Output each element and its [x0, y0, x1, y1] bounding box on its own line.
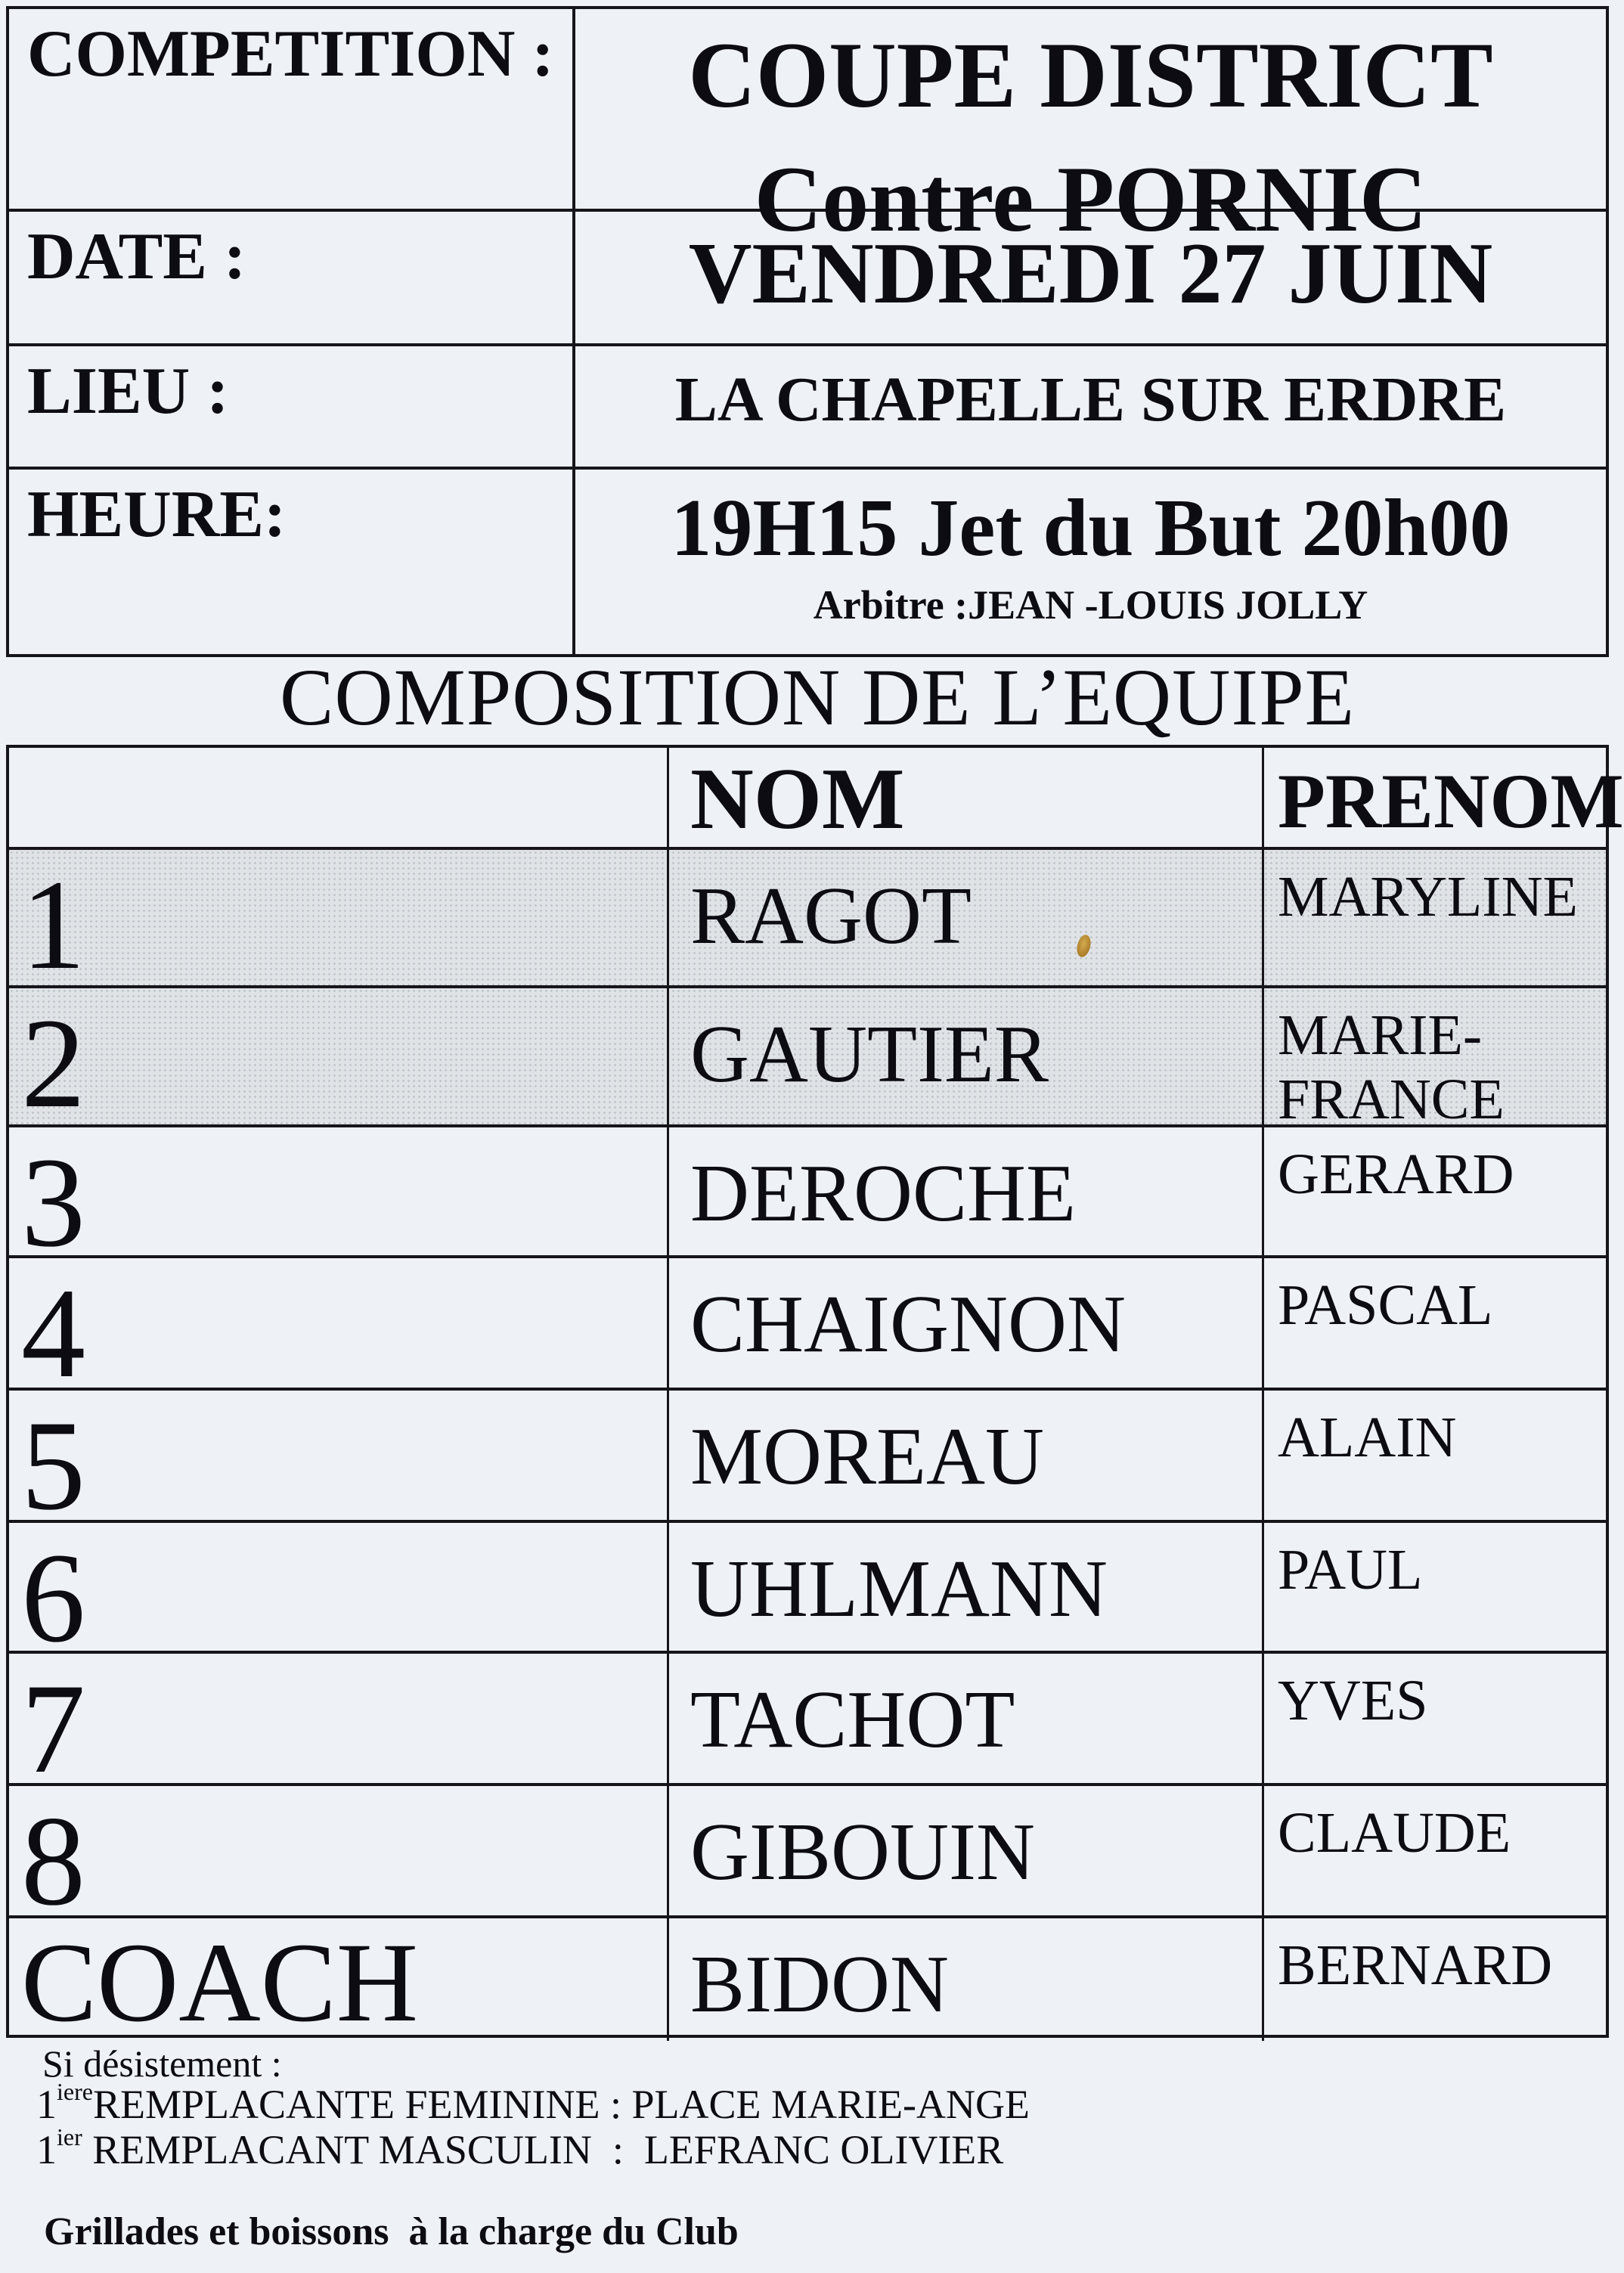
heure-value: 19H15 Jet du But 20h00 [671, 483, 1511, 573]
match-info-table: COMPETITION : COUPE DISTRICT Contre PORN… [6, 6, 1609, 657]
player-number: 3 [21, 1131, 85, 1273]
player-first-name: CLAUDE [1262, 1786, 1606, 1915]
roster-row: 7 TACHOT YVES [9, 1654, 1606, 1800]
player-last-name: BIDON [667, 1918, 1262, 2041]
roster-header-row: NOM PRENOM [9, 748, 1624, 850]
roster-row: 8 GIBOUIN CLAUDE [9, 1786, 1606, 1932]
competition-value-cell: COUPE DISTRICT Contre PORNIC [572, 9, 1606, 251]
player-first-name: YVES [1262, 1654, 1606, 1783]
player-last-name: RAGOT [667, 850, 1262, 985]
player-last-name: UHLMANN [667, 1523, 1262, 1651]
date-label: DATE : [27, 220, 246, 293]
player-last-name: DEROCHE [667, 1127, 1262, 1255]
roster-row: COACH BIDON BERNARD [9, 1918, 1606, 2041]
withdrawal-note: Si désistement : [42, 2042, 282, 2085]
male-substitute-rank-suffix: ier [57, 2123, 82, 2151]
competition-line2: Contre PORNIC [754, 147, 1427, 251]
competition-row: COMPETITION : COUPE DISTRICT Contre PORN… [9, 9, 1606, 251]
heure-value-cell: 19H15 Jet du But 20h00 Arbitre :JEAN -LO… [572, 470, 1606, 654]
player-first-name: PAUL [1262, 1523, 1606, 1651]
player-number: 7 [21, 1657, 85, 1800]
heure-label: HEURE: [27, 478, 287, 551]
player-number: 5 [21, 1394, 85, 1537]
female-substitute-text: REMPLACANTE FEMININE : PLACE MARIE-ANGE [92, 2082, 1030, 2127]
player-number: COACH [21, 1920, 419, 2045]
player-last-name: GAUTIER [667, 988, 1262, 1124]
lieu-row: LIEU : LA CHAPELLE SUR ERDRE [9, 346, 1606, 470]
roster-row: 1 RAGOT MARYLINE [9, 850, 1606, 996]
male-substitute-note: 1ier REMPLACANT MASCULIN : LEFRANC OLIVI… [36, 2123, 1004, 2173]
female-substitute-note: 1iereREMPLACANTE FEMININE : PLACE MARIE-… [36, 2078, 1030, 2128]
club-catering-note: Grillades et boissons à la charge du Clu… [44, 2210, 739, 2253]
roster-row: 5 MOREAU ALAIN [9, 1391, 1606, 1537]
lieu-value-cell: LA CHAPELLE SUR ERDRE [572, 346, 1606, 467]
player-number: 6 [21, 1527, 85, 1669]
player-first-name: MARIE- FRANCE [1262, 988, 1606, 1131]
player-first-name: BERNARD [1262, 1918, 1606, 2041]
competition-label: COMPETITION : [27, 17, 554, 91]
player-last-name: GIBOUIN [667, 1786, 1262, 1915]
lieu-value: LA CHAPELLE SUR ERDRE [674, 364, 1507, 435]
player-number: 1 [21, 854, 85, 996]
player-number: 4 [21, 1262, 85, 1404]
player-first-name: PASCAL [1262, 1258, 1606, 1388]
date-row: DATE : VENDREDI 27 JUIN [9, 212, 1606, 346]
player-last-name: MOREAU [667, 1391, 1262, 1520]
player-last-name: TACHOT [667, 1654, 1262, 1783]
roster-header-prenom: PRENOM [1262, 748, 1624, 847]
section-title: COMPOSITION DE L’EQUIPE [280, 653, 1355, 743]
player-number: 8 [21, 1790, 85, 1932]
roster-row: 6 UHLMANN PAUL [9, 1523, 1606, 1669]
male-substitute-text: REMPLACANT MASCULIN : LEFRANC OLIVIER [82, 2127, 1004, 2172]
competition-value: COUPE DISTRICT Contre PORNIC [575, 9, 1606, 261]
roster-row: 4 CHAIGNON PASCAL [9, 1258, 1606, 1404]
female-substitute-rank-suffix: iere [57, 2078, 93, 2105]
competition-line1: COUPE DISTRICT [688, 23, 1493, 127]
lieu-label: LIEU : [27, 355, 229, 428]
roster-header-num-cell [9, 748, 667, 847]
male-substitute-rank: 1 [36, 2127, 57, 2172]
roster-header-nom: NOM [667, 748, 1262, 847]
player-last-name: CHAIGNON [667, 1258, 1262, 1388]
team-roster-table: NOM PRENOM 1 RAGOT MARYLINE 2 GAUTIER MA… [6, 745, 1624, 2041]
player-first-name: ALAIN [1262, 1391, 1606, 1520]
heure-row: HEURE: 19H15 Jet du But 20h00 Arbitre :J… [9, 470, 1606, 654]
player-first-name: MARYLINE [1262, 850, 1606, 985]
player-number: 2 [21, 992, 85, 1134]
arbitre-value: Arbitre :JEAN -LOUIS JOLLY [813, 582, 1368, 628]
female-substitute-rank: 1 [36, 2082, 57, 2127]
roster-row: 3 DEROCHE GERARD [9, 1127, 1606, 1273]
date-value-cell: VENDREDI 27 JUIN [572, 212, 1606, 343]
date-value: VENDREDI 27 JUIN [688, 225, 1493, 322]
roster-row: 2 GAUTIER MARIE- FRANCE [9, 988, 1606, 1134]
player-first-name: GERARD [1262, 1127, 1606, 1255]
